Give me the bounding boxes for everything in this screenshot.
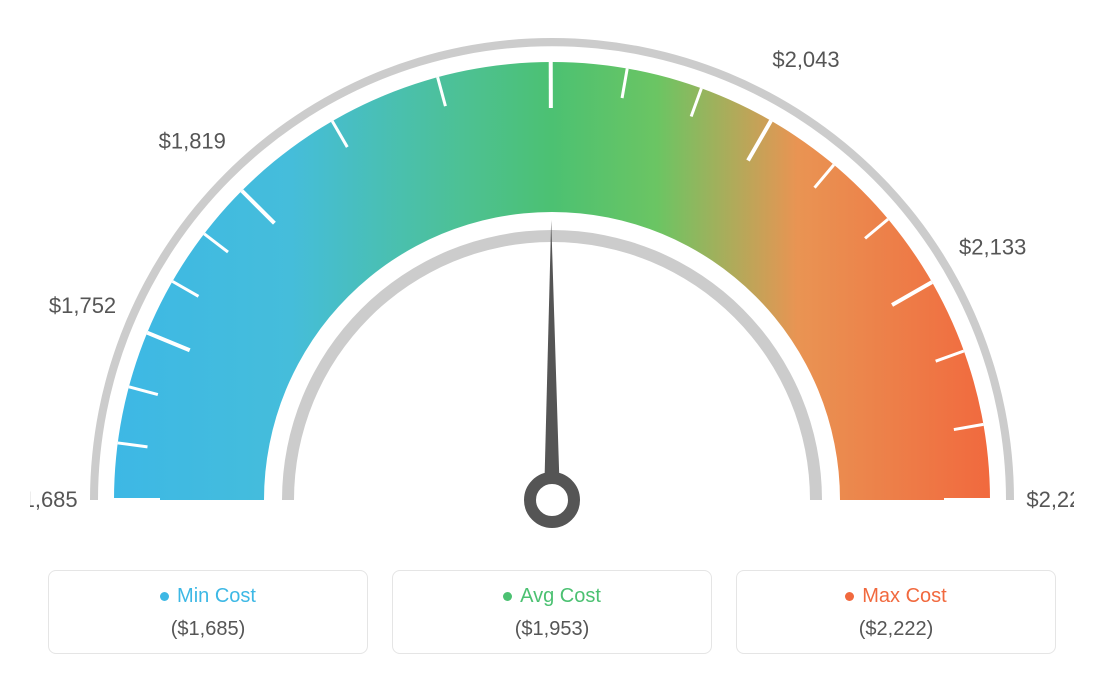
legend-avg-title: Avg Cost bbox=[503, 585, 601, 608]
legend-max-card: Max Cost ($2,222) bbox=[736, 570, 1056, 654]
dot-icon bbox=[160, 592, 169, 601]
legend-avg-label: Avg Cost bbox=[520, 585, 601, 608]
svg-text:$2,222: $2,222 bbox=[1026, 487, 1074, 512]
gauge-svg: $1,685$1,752$1,819$1,953$2,043$2,133$2,2… bbox=[30, 20, 1074, 540]
legend-row: Min Cost ($1,685) Avg Cost ($1,953) Max … bbox=[30, 570, 1074, 654]
dot-icon bbox=[503, 592, 512, 601]
cost-gauge: $1,685$1,752$1,819$1,953$2,043$2,133$2,2… bbox=[30, 20, 1074, 540]
legend-min-title: Min Cost bbox=[160, 585, 256, 608]
legend-max-title: Max Cost bbox=[845, 585, 946, 608]
svg-text:$2,133: $2,133 bbox=[959, 234, 1026, 259]
legend-max-label: Max Cost bbox=[862, 585, 946, 608]
legend-avg-value: ($1,953) bbox=[403, 618, 701, 641]
svg-text:$1,685: $1,685 bbox=[30, 487, 78, 512]
legend-avg-card: Avg Cost ($1,953) bbox=[392, 570, 712, 654]
svg-text:$1,819: $1,819 bbox=[159, 128, 226, 153]
legend-min-value: ($1,685) bbox=[59, 618, 357, 641]
svg-text:$2,043: $2,043 bbox=[772, 47, 839, 72]
legend-max-value: ($2,222) bbox=[747, 618, 1045, 641]
svg-text:$1,752: $1,752 bbox=[49, 293, 116, 318]
legend-min-card: Min Cost ($1,685) bbox=[48, 570, 368, 654]
dot-icon bbox=[845, 592, 854, 601]
legend-min-label: Min Cost bbox=[177, 585, 256, 608]
